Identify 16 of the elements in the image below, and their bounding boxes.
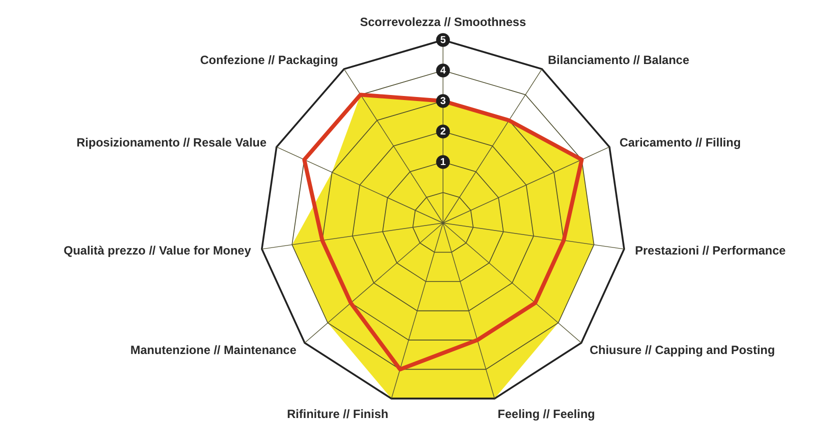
- y-tick-label: 2: [440, 126, 446, 138]
- y-tick-label: 5: [440, 35, 446, 46]
- spoke-label: Bilanciamento // Balance: [548, 52, 690, 67]
- y-tick-label: 1: [440, 157, 446, 168]
- y-tick-label: 3: [440, 96, 446, 107]
- spoke-label: Chiusure // Capping and Posting: [590, 343, 775, 358]
- spoke-label: Rifiniture // Finish: [287, 407, 388, 422]
- spoke-label: Feeling // Feeling: [498, 407, 596, 422]
- spoke-label: Confezione // Packaging: [200, 52, 338, 67]
- spoke-label: Prestazioni // Performance: [635, 244, 786, 258]
- spoke-label: Manutenzione // Maintenance: [130, 343, 297, 358]
- y-tick-label: 4: [440, 66, 446, 76]
- spoke-label: Caricamento // Filling: [619, 135, 741, 150]
- spoke-label: Qualità prezzo // Value for Money: [64, 244, 252, 258]
- spoke-label: Scorrevolezza // Smoothness: [360, 15, 526, 30]
- spoke-label: Riposizionamento // Resale Value: [76, 135, 267, 150]
